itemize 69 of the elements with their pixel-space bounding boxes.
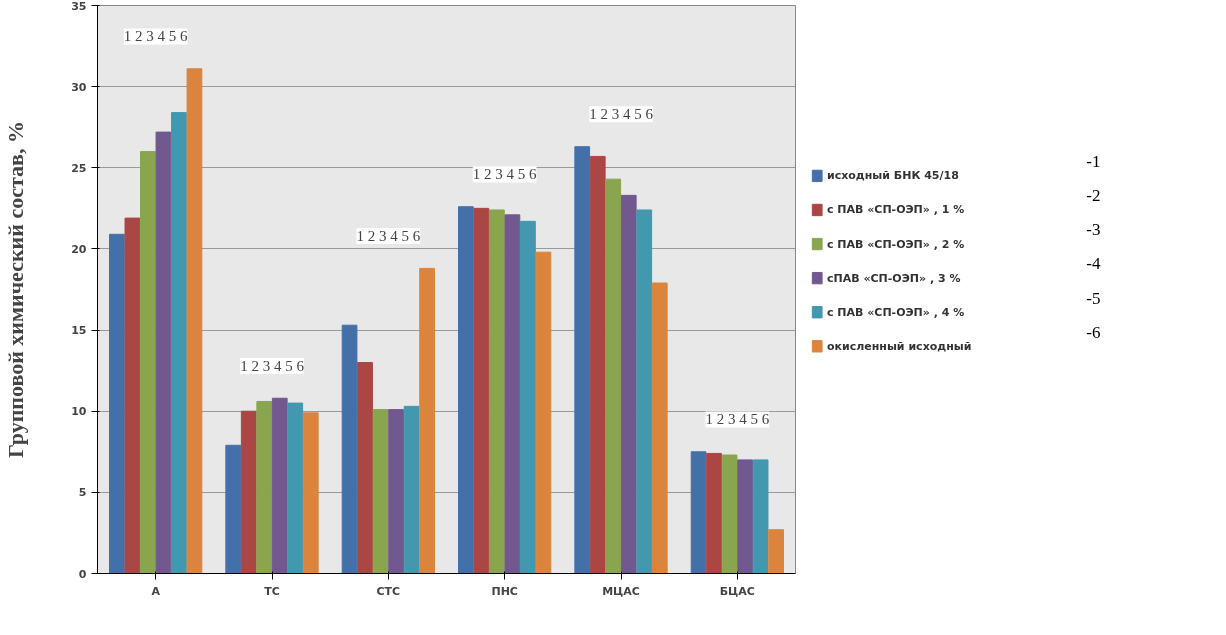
annotation: 1 2 3 4 5 6 [240, 357, 305, 374]
y-tick-label: 20 [71, 242, 87, 256]
text: -4 [1086, 254, 1101, 274]
text: -6 [1086, 322, 1101, 342]
bar [458, 206, 474, 574]
bar [752, 459, 769, 574]
bar [341, 324, 358, 574]
bar [535, 251, 552, 574]
annotation: 1 2 3 4 5 6 [705, 411, 770, 428]
text: -2 [1086, 186, 1101, 206]
bar [140, 151, 156, 574]
bar [256, 400, 273, 574]
annotation: 1 2 3 4 5 6 [589, 106, 654, 123]
x-tick-label: ТС [264, 584, 280, 598]
bar [473, 207, 490, 574]
bar [605, 178, 622, 574]
bar [721, 454, 738, 574]
x-tick-label: А [151, 584, 161, 598]
bar [636, 209, 653, 574]
legend-label: окисленный исходный [826, 339, 972, 353]
bar [589, 155, 606, 574]
y-tick-label: 5 [78, 486, 87, 500]
bar [240, 410, 257, 574]
y-tick-label: 10 [71, 405, 87, 419]
bar [388, 409, 404, 574]
y-tick-label: 25 [71, 161, 87, 175]
text: -1 [1086, 152, 1101, 172]
bar [706, 452, 722, 574]
x-tick-label: СТС [376, 584, 401, 598]
bar [520, 220, 536, 574]
text: -3 [1086, 220, 1101, 240]
bar [574, 146, 591, 574]
bar [155, 131, 172, 574]
legend-label: с ПАВ «СП-ОЭП» , 4 % [826, 305, 965, 319]
bar [419, 267, 435, 574]
bar [737, 459, 753, 574]
bar [620, 194, 637, 574]
text: -5 [1086, 288, 1101, 308]
bar [109, 233, 125, 574]
bar [124, 217, 141, 574]
bar [171, 112, 187, 574]
y-tick-label: 35 [71, 0, 87, 13]
x-tick-label: ПНС [491, 584, 518, 598]
y-tick-label: 0 [78, 567, 87, 581]
annotation: 1 2 3 4 5 6 [472, 166, 538, 183]
bar [690, 451, 707, 574]
annotation: 1 2 3 4 5 6 [123, 28, 189, 45]
bar [403, 405, 420, 574]
bar [225, 444, 242, 574]
bar [489, 209, 505, 574]
bar [186, 68, 203, 574]
bar [504, 214, 521, 574]
bar [372, 409, 389, 574]
legend-label: с ПАВ «СП-ОЭП» , 2 % [826, 237, 965, 251]
x-tick-label: МЦАС [602, 584, 640, 598]
y-tick-label: 15 [71, 324, 87, 338]
legend-label: с ПАВ «СП-ОЭП» , 1 % [826, 203, 965, 217]
bar [768, 529, 784, 574]
legend-label: сПАВ «СП-ОЭП» , 3 % [826, 271, 961, 285]
bar [651, 282, 668, 574]
bar [302, 412, 319, 574]
y-axis-title: Групповой химический состав, % [3, 121, 29, 458]
y-tick-label: 30 [71, 80, 87, 94]
bar [287, 402, 304, 574]
legend-label: исходный БНК 45/18 [826, 169, 959, 183]
bar [357, 362, 373, 574]
annotation: 1 2 3 4 5 6 [356, 228, 421, 245]
bar [271, 397, 288, 574]
x-tick-label: БЦАС [719, 584, 755, 598]
